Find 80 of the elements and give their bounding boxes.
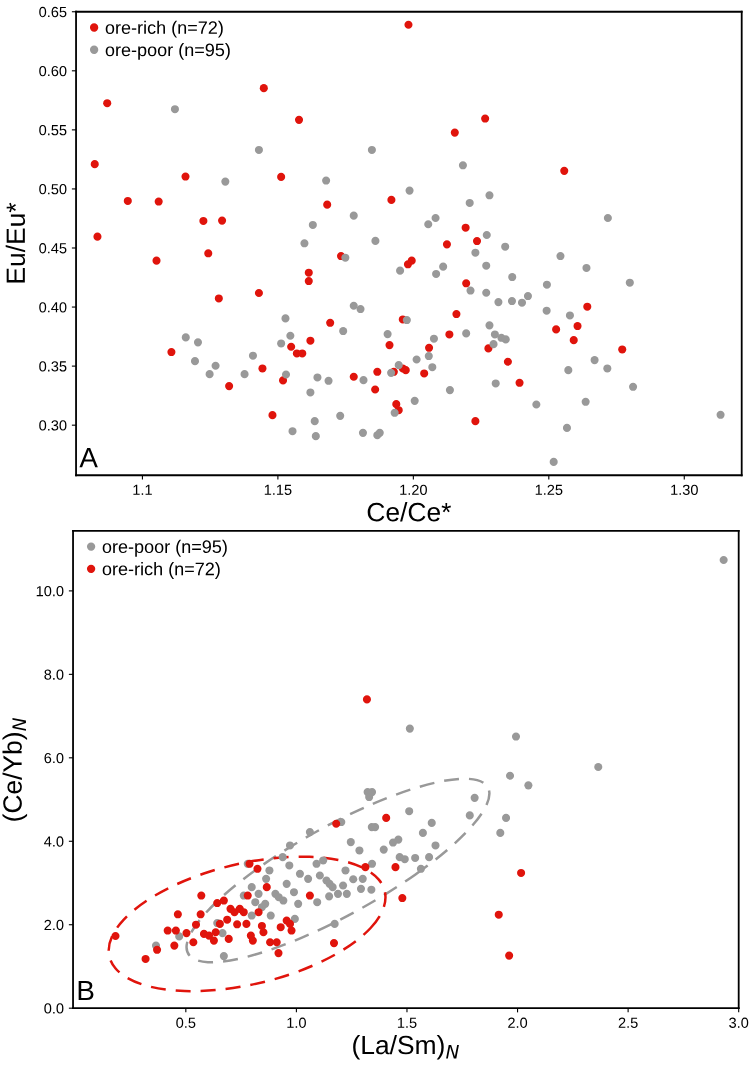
point xyxy=(205,931,214,940)
point xyxy=(242,919,251,928)
legend-label: ore-poor (n=95) xyxy=(102,539,227,557)
x-tick-label: 2.0 xyxy=(508,1017,528,1028)
point xyxy=(248,936,257,945)
x-tick-label: 1.5 xyxy=(397,1017,417,1028)
point xyxy=(362,695,371,704)
point xyxy=(517,868,526,878)
point xyxy=(163,926,172,935)
y-tick-label: 2.0 xyxy=(44,919,64,931)
x-tick-label: 0.5 xyxy=(176,1017,196,1028)
point xyxy=(276,923,285,932)
point xyxy=(209,936,218,945)
point xyxy=(211,928,220,937)
point xyxy=(141,954,150,963)
point xyxy=(173,910,182,919)
point xyxy=(253,864,262,873)
point xyxy=(224,934,233,943)
point xyxy=(398,893,407,903)
point xyxy=(262,883,271,892)
y-tick-label: 0.60 xyxy=(39,65,67,77)
y-tick-label: 0.50 xyxy=(39,184,67,195)
point xyxy=(332,819,341,828)
x-tick-label: 1.0 xyxy=(287,1017,306,1028)
y-tick-label: 0.40 xyxy=(39,302,67,313)
x-tick-label: 1.25 xyxy=(535,484,563,495)
point xyxy=(272,938,281,947)
y-tick-label: 10.0 xyxy=(36,585,64,597)
point xyxy=(361,863,370,872)
point xyxy=(191,920,201,929)
point xyxy=(219,896,228,905)
point xyxy=(505,951,514,960)
legend-label: ore-rich (n=72) xyxy=(105,20,223,38)
point xyxy=(274,949,283,958)
point xyxy=(254,908,263,917)
point xyxy=(233,920,242,929)
legend-label: ore-rich (n=72) xyxy=(102,562,220,579)
point xyxy=(170,941,179,950)
y-tick-label: 0.45 xyxy=(39,243,67,254)
point xyxy=(239,908,248,917)
y-axis-title: (Ce/Yb)$_{N}$ xyxy=(2,717,28,821)
point xyxy=(494,910,503,919)
point xyxy=(111,931,120,941)
point xyxy=(196,910,205,919)
point xyxy=(287,926,296,935)
point xyxy=(243,891,252,900)
x-axis-title: Ce/Ce* xyxy=(367,502,451,522)
point xyxy=(171,926,180,935)
annotation: A xyxy=(79,448,98,468)
x-tick-label: 1.30 xyxy=(671,484,698,495)
point xyxy=(391,863,400,872)
point xyxy=(153,945,162,954)
y-tick-label: 0.30 xyxy=(39,420,67,431)
y-axis-title: Eu/Eu* xyxy=(5,202,26,283)
legend-label: ore-poor (n=95) xyxy=(105,43,230,60)
point xyxy=(182,929,191,938)
point xyxy=(259,928,268,937)
x-tick-label: 1.20 xyxy=(400,484,427,495)
x-tick-label: 1.1 xyxy=(133,484,152,495)
x-tick-label: 1.15 xyxy=(264,484,292,495)
point xyxy=(213,898,222,908)
point xyxy=(223,915,232,924)
y-tick-label: 0.55 xyxy=(39,124,67,136)
y-tick-label: 0.35 xyxy=(39,361,67,372)
x-axis-title: (La/Sm)$_{N}$ xyxy=(353,1034,459,1060)
annotation: B xyxy=(78,980,94,1001)
x-tick-label: 3.0 xyxy=(729,1017,749,1028)
y-tick-label: 0.0 xyxy=(44,1003,64,1014)
point xyxy=(189,938,198,947)
y-tick-label: 0.65 xyxy=(39,6,67,18)
y-tick-label: 8.0 xyxy=(44,669,64,680)
point xyxy=(285,919,295,928)
x-tick-label: 2.5 xyxy=(618,1017,638,1028)
point xyxy=(305,891,314,900)
y-tick-label: 4.0 xyxy=(44,836,64,847)
point xyxy=(197,891,206,900)
point xyxy=(329,939,339,948)
point xyxy=(266,938,275,947)
y-tick-label: 6.0 xyxy=(44,752,64,764)
point xyxy=(382,813,391,822)
